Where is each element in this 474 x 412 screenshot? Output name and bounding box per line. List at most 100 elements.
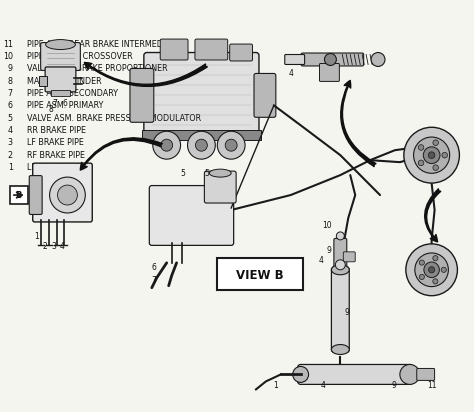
Circle shape <box>217 131 245 159</box>
FancyBboxPatch shape <box>285 54 305 65</box>
Circle shape <box>195 139 207 151</box>
Text: 10: 10 <box>322 221 332 230</box>
Circle shape <box>161 139 173 151</box>
Text: PIPE ASM. PRIMARY: PIPE ASM. PRIMARY <box>27 101 103 110</box>
Text: 1: 1 <box>273 382 278 391</box>
Circle shape <box>337 232 344 240</box>
FancyBboxPatch shape <box>319 63 339 82</box>
Circle shape <box>428 152 435 159</box>
FancyBboxPatch shape <box>10 186 28 204</box>
Circle shape <box>433 140 438 145</box>
Circle shape <box>293 366 309 382</box>
FancyBboxPatch shape <box>149 185 234 246</box>
FancyBboxPatch shape <box>217 258 302 290</box>
Text: 9: 9 <box>344 308 349 317</box>
Circle shape <box>325 54 337 66</box>
FancyBboxPatch shape <box>160 39 188 60</box>
Circle shape <box>225 139 237 151</box>
Text: RR BRAKE PIPE: RR BRAKE PIPE <box>27 126 86 135</box>
FancyBboxPatch shape <box>195 39 228 60</box>
Ellipse shape <box>331 344 349 354</box>
FancyBboxPatch shape <box>130 68 154 122</box>
FancyBboxPatch shape <box>29 176 42 215</box>
Circle shape <box>418 160 424 166</box>
Circle shape <box>414 137 450 173</box>
Ellipse shape <box>46 40 75 49</box>
Circle shape <box>336 260 345 270</box>
Text: 7: 7 <box>8 89 13 98</box>
Text: VALVE ASM. BRAKE PROPORTIONER: VALVE ASM. BRAKE PROPORTIONER <box>27 64 167 73</box>
Text: 8: 8 <box>8 77 13 86</box>
Text: 3: 3 <box>52 242 56 251</box>
Text: PIPE ASM. SECONDARY: PIPE ASM. SECONDARY <box>27 89 118 98</box>
Circle shape <box>415 253 448 287</box>
Text: MASTER CYLINDER: MASTER CYLINDER <box>27 77 101 86</box>
Circle shape <box>188 131 215 159</box>
Circle shape <box>406 244 457 296</box>
Circle shape <box>423 147 440 164</box>
Text: 11: 11 <box>428 382 437 391</box>
FancyBboxPatch shape <box>41 42 81 70</box>
Text: 4: 4 <box>289 70 293 78</box>
Circle shape <box>433 279 438 284</box>
Circle shape <box>433 165 438 171</box>
Bar <box>142 130 261 140</box>
Text: RF BRAKE PIPE: RF BRAKE PIPE <box>27 150 85 159</box>
Text: 7: 7 <box>152 276 157 285</box>
Text: 5: 5 <box>8 114 13 123</box>
Circle shape <box>50 177 85 213</box>
FancyBboxPatch shape <box>301 53 364 66</box>
Text: 4: 4 <box>319 256 323 265</box>
Circle shape <box>433 255 438 261</box>
FancyBboxPatch shape <box>33 163 92 222</box>
Circle shape <box>404 127 459 183</box>
Circle shape <box>441 267 447 272</box>
Text: 4: 4 <box>8 126 13 135</box>
Text: 3: 3 <box>8 138 13 147</box>
Text: 1: 1 <box>35 232 39 241</box>
Circle shape <box>424 262 439 278</box>
Ellipse shape <box>331 265 349 275</box>
Text: 6: 6 <box>8 101 13 110</box>
FancyBboxPatch shape <box>230 44 253 61</box>
Text: B: B <box>16 190 22 199</box>
FancyBboxPatch shape <box>254 73 276 117</box>
FancyBboxPatch shape <box>334 239 347 277</box>
Text: 5: 5 <box>181 169 185 178</box>
Bar <box>51 90 71 96</box>
Text: VALVE ASM. BRAKE PRESSURE MODULATOR: VALVE ASM. BRAKE PRESSURE MODULATOR <box>27 114 201 123</box>
FancyBboxPatch shape <box>45 67 76 92</box>
Circle shape <box>442 152 447 158</box>
Text: PIPE ASM. REAR BRAKE INTERMEDIATE: PIPE ASM. REAR BRAKE INTERMEDIATE <box>27 40 180 49</box>
Text: 10: 10 <box>3 52 13 61</box>
Ellipse shape <box>210 169 231 177</box>
Text: PIPE ASM. RH CROSSOVER: PIPE ASM. RH CROSSOVER <box>27 52 132 61</box>
Text: 7: 7 <box>53 99 57 108</box>
FancyBboxPatch shape <box>417 368 435 380</box>
Text: 4: 4 <box>60 242 64 251</box>
Text: 9: 9 <box>327 246 331 255</box>
Circle shape <box>371 52 385 66</box>
FancyBboxPatch shape <box>204 171 236 203</box>
Text: 9: 9 <box>392 382 397 391</box>
Text: 2: 2 <box>8 150 13 159</box>
Circle shape <box>419 274 424 279</box>
Circle shape <box>418 145 424 150</box>
Circle shape <box>428 267 435 273</box>
Text: 1: 1 <box>8 163 13 172</box>
FancyBboxPatch shape <box>298 365 413 384</box>
Circle shape <box>153 131 181 159</box>
Text: 9: 9 <box>8 64 13 73</box>
Text: 2: 2 <box>43 242 47 251</box>
Text: 8: 8 <box>49 105 54 114</box>
Text: 6: 6 <box>152 263 157 272</box>
FancyBboxPatch shape <box>144 52 259 138</box>
Text: 11: 11 <box>3 40 13 49</box>
Text: 4: 4 <box>320 382 325 391</box>
FancyBboxPatch shape <box>331 267 349 353</box>
Circle shape <box>400 365 419 384</box>
Text: 6: 6 <box>63 99 67 108</box>
Circle shape <box>419 260 424 265</box>
Text: 5: 5 <box>204 169 209 178</box>
Bar <box>39 77 46 87</box>
